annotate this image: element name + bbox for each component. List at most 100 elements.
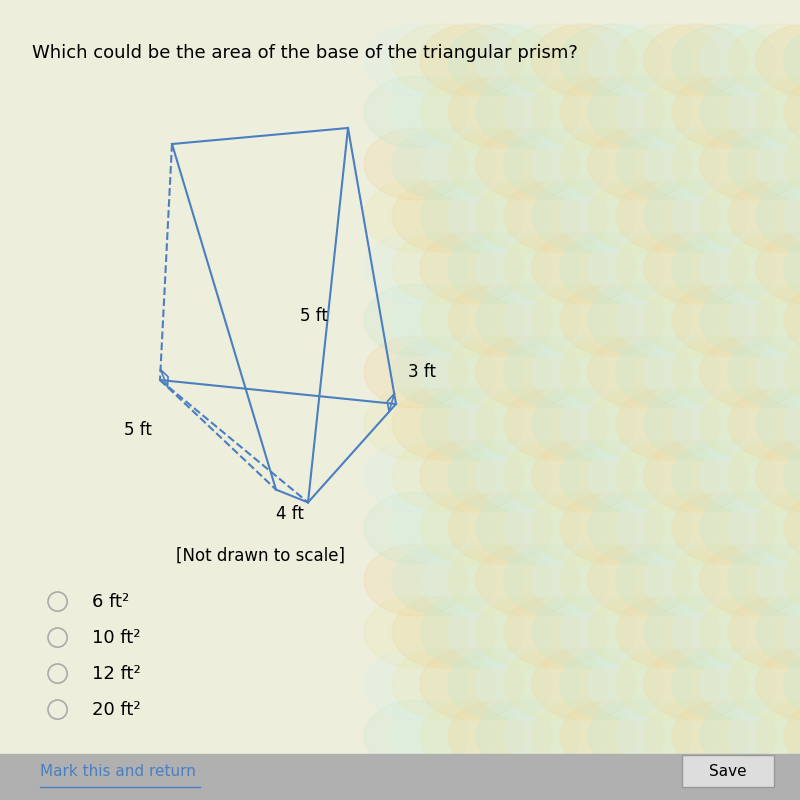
Ellipse shape (364, 76, 468, 148)
Ellipse shape (532, 492, 636, 564)
Ellipse shape (504, 596, 608, 668)
Ellipse shape (448, 492, 552, 564)
Ellipse shape (644, 24, 748, 96)
Ellipse shape (504, 128, 608, 200)
Ellipse shape (504, 336, 608, 408)
Text: Which could be the area of the base of the triangular prism?: Which could be the area of the base of t… (32, 44, 578, 62)
Ellipse shape (420, 440, 524, 512)
Ellipse shape (588, 232, 692, 304)
Ellipse shape (756, 440, 800, 512)
Ellipse shape (420, 180, 524, 252)
Ellipse shape (672, 388, 776, 460)
Ellipse shape (504, 24, 608, 96)
Ellipse shape (728, 180, 800, 252)
Ellipse shape (392, 596, 496, 668)
Ellipse shape (392, 492, 496, 564)
Ellipse shape (448, 700, 552, 772)
Ellipse shape (420, 284, 524, 356)
Text: 12 ft²: 12 ft² (92, 665, 141, 682)
Ellipse shape (784, 24, 800, 96)
Ellipse shape (728, 648, 800, 720)
Ellipse shape (784, 440, 800, 512)
Ellipse shape (560, 388, 664, 460)
Ellipse shape (728, 544, 800, 616)
Ellipse shape (700, 544, 800, 616)
Ellipse shape (364, 440, 468, 512)
Ellipse shape (532, 128, 636, 200)
Ellipse shape (672, 336, 776, 408)
Ellipse shape (728, 24, 800, 96)
Ellipse shape (560, 128, 664, 200)
Ellipse shape (672, 648, 776, 720)
Ellipse shape (756, 700, 800, 772)
Ellipse shape (448, 336, 552, 408)
Ellipse shape (700, 76, 800, 148)
Ellipse shape (532, 596, 636, 668)
Ellipse shape (616, 180, 720, 252)
Ellipse shape (560, 596, 664, 668)
Ellipse shape (784, 700, 800, 772)
Ellipse shape (420, 24, 524, 96)
Ellipse shape (728, 336, 800, 408)
Ellipse shape (392, 284, 496, 356)
Ellipse shape (392, 128, 496, 200)
Ellipse shape (616, 128, 720, 200)
Ellipse shape (504, 232, 608, 304)
Ellipse shape (644, 76, 748, 148)
Ellipse shape (532, 24, 636, 96)
Ellipse shape (448, 388, 552, 460)
Ellipse shape (476, 336, 580, 408)
Ellipse shape (616, 492, 720, 564)
Ellipse shape (448, 544, 552, 616)
Ellipse shape (616, 648, 720, 720)
Ellipse shape (476, 232, 580, 304)
Ellipse shape (364, 492, 468, 564)
Ellipse shape (784, 492, 800, 564)
Ellipse shape (560, 544, 664, 616)
Ellipse shape (476, 388, 580, 460)
Ellipse shape (476, 492, 580, 564)
Ellipse shape (616, 336, 720, 408)
Ellipse shape (532, 700, 636, 772)
Ellipse shape (364, 388, 468, 460)
Text: 5 ft: 5 ft (124, 422, 152, 439)
Ellipse shape (784, 284, 800, 356)
Ellipse shape (728, 492, 800, 564)
Ellipse shape (588, 180, 692, 252)
Text: Save: Save (709, 764, 747, 778)
Ellipse shape (728, 440, 800, 512)
Ellipse shape (560, 180, 664, 252)
Ellipse shape (560, 648, 664, 720)
Ellipse shape (560, 492, 664, 564)
Ellipse shape (756, 24, 800, 96)
Ellipse shape (420, 648, 524, 720)
Ellipse shape (588, 128, 692, 200)
Ellipse shape (784, 544, 800, 616)
Ellipse shape (644, 180, 748, 252)
Ellipse shape (672, 700, 776, 772)
Ellipse shape (392, 440, 496, 512)
Ellipse shape (616, 284, 720, 356)
Ellipse shape (392, 648, 496, 720)
Ellipse shape (588, 492, 692, 564)
Ellipse shape (616, 388, 720, 460)
Ellipse shape (616, 596, 720, 668)
Ellipse shape (700, 648, 800, 720)
Ellipse shape (700, 596, 800, 668)
Ellipse shape (644, 440, 748, 512)
Ellipse shape (588, 76, 692, 148)
Ellipse shape (672, 596, 776, 668)
Ellipse shape (756, 648, 800, 720)
Ellipse shape (728, 76, 800, 148)
Ellipse shape (476, 700, 580, 772)
Ellipse shape (476, 284, 580, 356)
Ellipse shape (392, 180, 496, 252)
Ellipse shape (728, 700, 800, 772)
Ellipse shape (364, 596, 468, 668)
Ellipse shape (532, 336, 636, 408)
Ellipse shape (588, 440, 692, 512)
Ellipse shape (784, 336, 800, 408)
Ellipse shape (644, 648, 748, 720)
Ellipse shape (364, 284, 468, 356)
Ellipse shape (420, 232, 524, 304)
